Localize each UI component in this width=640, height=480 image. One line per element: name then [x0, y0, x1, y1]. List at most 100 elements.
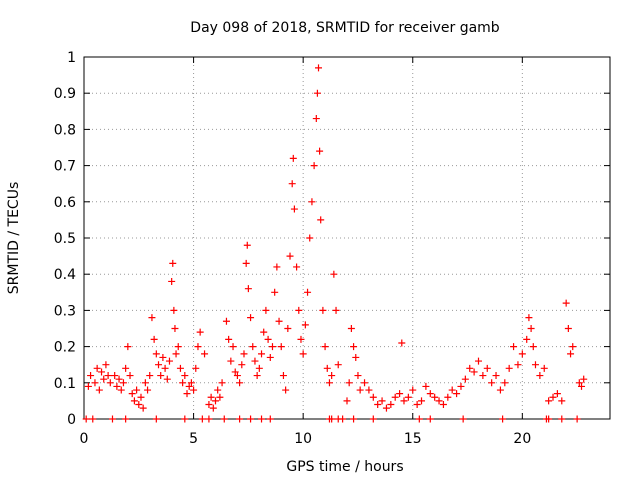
data-point [304, 288, 312, 296]
data-point [209, 404, 217, 412]
data-point [242, 259, 250, 267]
data-point [194, 343, 202, 351]
data-point [119, 379, 127, 387]
gap-marker [499, 415, 507, 423]
gap-marker [108, 415, 116, 423]
data-point [165, 357, 173, 365]
data-point [514, 361, 522, 369]
data-point [431, 393, 439, 401]
data-point [126, 372, 134, 380]
data-point [352, 353, 360, 361]
data-point [258, 350, 266, 358]
data-point [100, 375, 108, 383]
data-point [205, 401, 213, 409]
data-point [264, 335, 272, 343]
gap-marker [573, 415, 581, 423]
gap-marker [198, 415, 206, 423]
data-point [176, 364, 184, 372]
gap-marker [122, 415, 130, 423]
data-point [135, 401, 143, 409]
data-point [466, 364, 474, 372]
data-point [378, 397, 386, 405]
data-point [396, 390, 404, 398]
data-point [531, 361, 539, 369]
data-point [98, 368, 106, 376]
data-point [496, 386, 504, 394]
data-point [453, 390, 461, 398]
data-point [168, 277, 176, 285]
gap-marker [247, 415, 255, 423]
data-point [231, 368, 239, 376]
data-point [328, 372, 336, 380]
data-point [488, 379, 496, 387]
data-point [251, 357, 259, 365]
data-point [404, 393, 412, 401]
data-point [457, 382, 465, 390]
axis-ticks: 00.10.20.30.40.50.60.70.80.910 5 10 15 20 [54, 50, 610, 447]
grid [84, 57, 610, 419]
data-point [529, 343, 537, 351]
data-point [334, 361, 342, 369]
data-point [277, 343, 285, 351]
data-point [155, 361, 163, 369]
data-point [91, 379, 99, 387]
data-point [93, 364, 101, 372]
data-point [330, 270, 338, 278]
data-point [483, 364, 491, 372]
data-point [312, 115, 320, 123]
data-point [190, 386, 198, 394]
data-point [461, 375, 469, 383]
data-point [444, 393, 452, 401]
x-tick-label: 5 [189, 431, 198, 447]
data-point [549, 393, 557, 401]
gap-marker [220, 415, 228, 423]
data-point [238, 361, 246, 369]
gap-marker [82, 415, 90, 423]
data-point [122, 364, 130, 372]
data-point [575, 379, 583, 387]
data-point [293, 263, 301, 271]
data-point [288, 180, 296, 188]
data-point [290, 205, 298, 213]
data-point [317, 216, 325, 224]
data-point [558, 397, 566, 405]
y-tick-label: 0.7 [54, 159, 76, 175]
data-point [233, 372, 241, 380]
data-point [84, 382, 92, 390]
data-point [183, 390, 191, 398]
gap-marker [545, 415, 553, 423]
data-point [111, 372, 119, 380]
data-point [244, 285, 252, 293]
data-point [505, 364, 513, 372]
data-point [284, 325, 292, 332]
data-point [95, 386, 103, 394]
data-point [87, 372, 95, 380]
data-point [501, 379, 509, 387]
y-tick-label: 1 [67, 50, 76, 66]
data-point [354, 372, 362, 380]
data-point [569, 343, 577, 351]
gap-marker [369, 415, 377, 423]
data-point [279, 372, 287, 380]
data-point [418, 397, 426, 405]
data-point [150, 335, 158, 343]
data-point [227, 357, 235, 365]
y-tick-label: 0.3 [54, 303, 76, 319]
data-point [214, 386, 222, 394]
data-point [141, 379, 149, 387]
data-point [400, 397, 408, 405]
data-point [536, 372, 544, 380]
data-point [345, 379, 353, 387]
data-point [222, 317, 230, 325]
data-point [201, 350, 209, 358]
data-point [448, 386, 456, 394]
data-point [578, 382, 586, 390]
data-point [319, 306, 327, 314]
data-point [540, 364, 548, 372]
data-point [409, 386, 417, 394]
x-tick-label: 0 [80, 431, 89, 447]
data-point [422, 382, 430, 390]
data-point [347, 325, 355, 332]
data-point [229, 343, 237, 351]
